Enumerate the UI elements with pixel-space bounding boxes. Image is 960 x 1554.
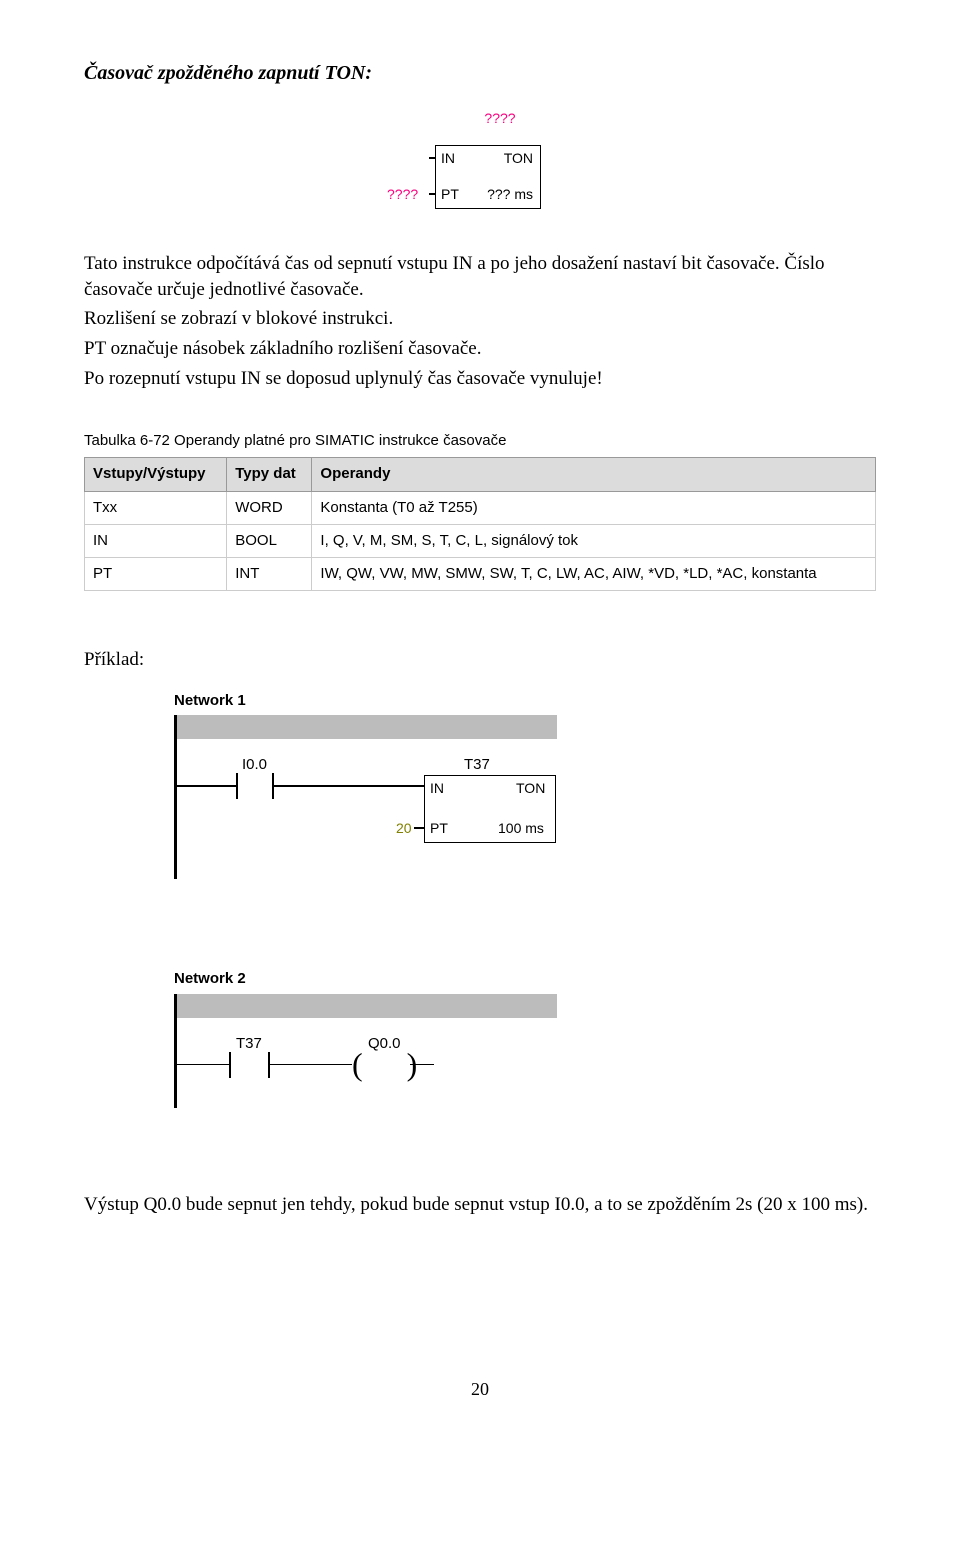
ladder-diagram: Network 1 I0.0 T37 IN TON PT 100 ms 20 N…	[174, 691, 876, 1108]
ton-in-label: IN	[441, 149, 455, 168]
paragraph-4: Po rozepnutí vstupu IN se doposud uplynu…	[84, 366, 876, 392]
network-2-title: Network 2	[174, 969, 876, 989]
ton-box-pt: PT	[430, 819, 448, 838]
example-label: Příklad:	[84, 647, 876, 673]
footer-paragraph: Výstup Q0.0 bude sepnut jen tehdy, pokud…	[84, 1192, 876, 1218]
table-row: PT INT IW, QW, VW, MW, SMW, SW, T, C, LW…	[85, 558, 876, 591]
paragraph-2: Rozlišení se zobrazí v blokové instrukci…	[84, 306, 876, 332]
wire	[414, 827, 424, 829]
network-1: Network 1 I0.0 T37 IN TON PT 100 ms 20	[174, 691, 876, 879]
ton-top-placeholder: ????	[385, 109, 575, 128]
table-cell: IN	[85, 524, 227, 557]
network-2-rung: T37 Q0.0 ( )	[174, 1018, 594, 1108]
wire	[270, 1064, 352, 1066]
table-header-row: Vstupy/Výstupy Typy dat Operandy	[85, 458, 876, 491]
contact-left-bar	[229, 1052, 231, 1078]
table-cell: INT	[227, 558, 312, 591]
network-1-bar	[174, 715, 557, 739]
section-heading: Časovač zpožděného zapnutí TON:	[84, 60, 876, 87]
ton-box-ton: TON	[516, 779, 545, 798]
power-rail	[174, 1018, 177, 1108]
table-caption: Tabulka 6-72 Operandy platné pro SIMATIC…	[84, 431, 876, 451]
table-cell: Konstanta (T0 až T255)	[312, 491, 876, 524]
table-row: Txx WORD Konstanta (T0 až T255)	[85, 491, 876, 524]
operands-table-wrap: Tabulka 6-72 Operandy platné pro SIMATIC…	[84, 431, 876, 591]
table-cell: PT	[85, 558, 227, 591]
ton-pt-label: PT	[441, 185, 459, 204]
contact-t37-label: T37	[236, 1034, 262, 1054]
table-cell: Txx	[85, 491, 227, 524]
pt-value-20: 20	[396, 819, 412, 838]
ton-box-in: IN	[430, 779, 444, 798]
ton-pt-placeholder: ????	[387, 185, 418, 204]
page-number: 20	[84, 1377, 876, 1401]
contact-i00-label: I0.0	[242, 755, 267, 775]
contact-left-bar	[236, 773, 238, 799]
table-header: Operandy	[312, 458, 876, 491]
table-cell: IW, QW, VW, MW, SMW, SW, T, C, LW, AC, A…	[312, 558, 876, 591]
table-cell: WORD	[227, 491, 312, 524]
wire	[177, 785, 236, 787]
table-header: Vstupy/Výstupy	[85, 458, 227, 491]
ton-ms-label: ??? ms	[487, 185, 533, 204]
ton-symbol-diagram: ???? IN TON PT ??? ms ????	[84, 127, 876, 217]
network-1-title: Network 1	[174, 691, 876, 711]
ton-in-tick	[429, 157, 435, 159]
ton-t37-label: T37	[464, 755, 490, 775]
paragraph-1: Tato instrukce odpočítává čas od sepnutí…	[84, 251, 876, 302]
operands-table: Vstupy/Výstupy Typy dat Operandy Txx WOR…	[84, 457, 876, 591]
table-cell: BOOL	[227, 524, 312, 557]
paragraph-3: PT označuje násobek základního rozlišení…	[84, 336, 876, 362]
ton-box-ms: 100 ms	[498, 819, 544, 838]
table-cell: I, Q, V, M, SM, S, T, C, L, signálový to…	[312, 524, 876, 557]
network-2-bar	[174, 994, 557, 1018]
wire	[177, 1064, 229, 1066]
network-1-rung: I0.0 T37 IN TON PT 100 ms 20	[174, 739, 594, 879]
wire	[274, 785, 424, 787]
wire	[410, 1064, 434, 1066]
table-row: IN BOOL I, Q, V, M, SM, S, T, C, L, sign…	[85, 524, 876, 557]
table-header: Typy dat	[227, 458, 312, 491]
ton-type-label: TON	[504, 149, 533, 168]
ton-pt-tick	[429, 193, 435, 195]
network-2: Network 2 T37 Q0.0 ( )	[174, 969, 876, 1107]
power-rail	[174, 739, 177, 879]
